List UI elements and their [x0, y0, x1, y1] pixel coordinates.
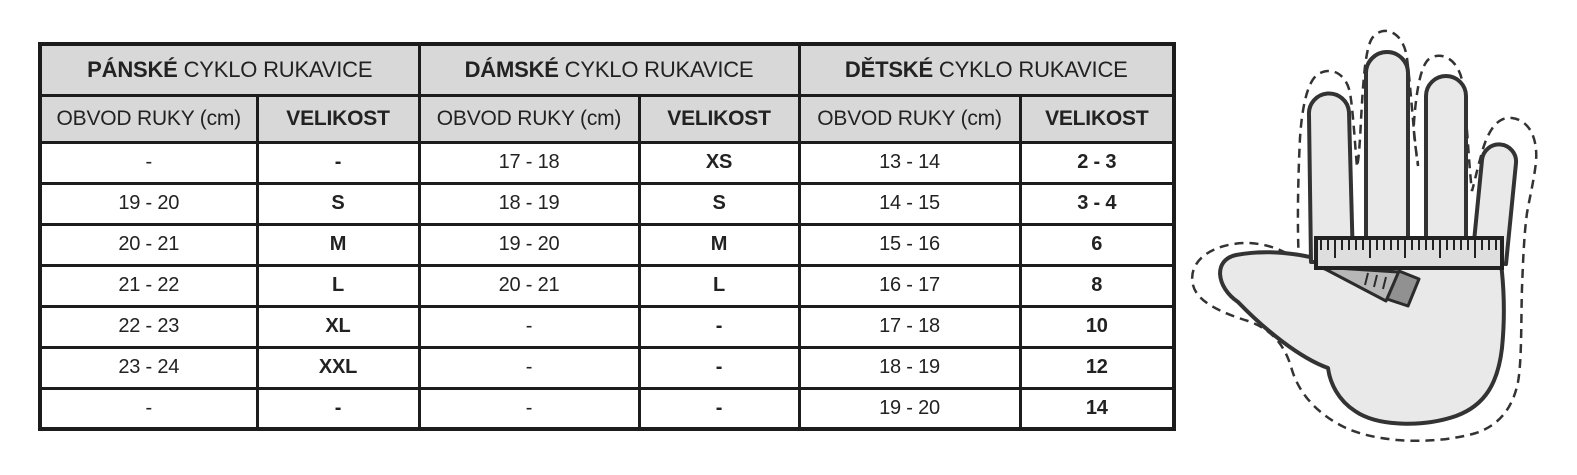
cell-velikost: 10 — [1018, 304, 1176, 349]
col-header-velikost-detske: VELIKOST — [1018, 93, 1176, 144]
hand-outline-dashed — [1190, 29, 1538, 442]
hand-palm-shape — [1218, 243, 1506, 426]
cell-velikost: 14 — [1018, 386, 1176, 431]
cell-velikost: M — [255, 222, 421, 267]
cell-obvod: 19 - 20 — [38, 181, 259, 226]
cell-obvod: 17 - 18 — [417, 140, 641, 185]
cell-velikost: - — [637, 386, 801, 431]
cell-velikost: 12 — [1018, 345, 1176, 390]
glove-size-table: PÁNSKÉ CYKLO RUKAVICE DÁMSKÉ CYKLO RUKAV… — [38, 42, 1177, 431]
cell-obvod: 19 - 20 — [797, 386, 1022, 431]
cell-obvod: - — [417, 304, 641, 349]
cell-obvod: 15 - 16 — [797, 222, 1022, 267]
cell-obvod: 16 - 17 — [797, 263, 1022, 308]
hand-with-measuring-tape-illustration — [1190, 29, 1538, 442]
cell-obvod: 17 - 18 — [797, 304, 1022, 349]
cell-velikost: - — [255, 386, 421, 431]
tape-end-tip — [1385, 269, 1421, 308]
table-title-detske: DĚTSKÉ CYKLO RUKAVICE — [797, 42, 1176, 97]
cell-obvod: 20 - 21 — [417, 263, 641, 308]
cell-velikost: 3 - 4 — [1018, 181, 1176, 226]
cell-obvod: 23 - 24 — [38, 345, 259, 390]
table-title-row: PÁNSKÉ CYKLO RUKAVICE DÁMSKÉ CYKLO RUKAV… — [38, 42, 1176, 97]
cell-velikost: L — [637, 263, 801, 308]
cell-obvod: 20 - 21 — [38, 222, 259, 267]
cell-velikost: S — [637, 181, 801, 226]
table-title-damske: DÁMSKÉ CYKLO RUKAVICE — [417, 42, 801, 97]
pinky-finger-shape — [1470, 142, 1519, 266]
cell-obvod: 21 - 22 — [38, 263, 259, 308]
cell-velikost: S — [255, 181, 421, 226]
cell-obvod: - — [417, 386, 641, 431]
col-header-velikost-panske: VELIKOST — [255, 93, 421, 144]
col-header-obvod-panske: OBVOD RUKY (cm) — [38, 93, 259, 144]
table-title-panske: PÁNSKÉ CYKLO RUKAVICE — [38, 42, 421, 97]
cell-velikost: 6 — [1018, 222, 1176, 267]
cell-obvod: - — [38, 140, 259, 185]
table-row: - - 17 - 18 XS 13 - 14 2 - 3 — [38, 140, 1176, 185]
cell-velikost: - — [637, 304, 801, 349]
table-row: 21 - 22 L 20 - 21 L 16 - 17 8 — [38, 263, 1176, 308]
cell-obvod: 13 - 14 — [797, 140, 1022, 185]
title-rest-detske: CYKLO RUKAVICE — [932, 56, 1128, 82]
cell-obvod: - — [417, 345, 641, 390]
column-header-row: OBVOD RUKY (cm) VELIKOST OBVOD RUKY (cm)… — [38, 93, 1176, 144]
cell-velikost: - — [637, 345, 801, 390]
cell-velikost: 8 — [1018, 263, 1176, 308]
cell-velikost: - — [255, 140, 421, 185]
col-header-velikost-damske: VELIKOST — [637, 93, 801, 144]
table-row: 22 - 23 XL - - 17 - 18 10 — [38, 304, 1176, 349]
col-header-obvod-damske: OBVOD RUKY (cm) — [417, 93, 641, 144]
cell-velikost: XL — [255, 304, 421, 349]
cell-velikost: 2 - 3 — [1018, 140, 1176, 185]
cell-obvod: 14 - 15 — [797, 181, 1022, 226]
tape-ruler-ticks — [1320, 240, 1497, 258]
middle-finger-shape — [1364, 50, 1410, 264]
cell-velikost: XXL — [255, 345, 421, 390]
table-row: 23 - 24 XXL - - 18 - 19 12 — [38, 345, 1176, 390]
cell-obvod: 18 - 19 — [417, 181, 641, 226]
table-row: - - - - 19 - 20 14 — [38, 386, 1176, 431]
table-row: 20 - 21 M 19 - 20 M 15 - 16 6 — [38, 222, 1176, 267]
cell-obvod: 19 - 20 — [417, 222, 641, 267]
measuring-tape-band — [1314, 236, 1504, 270]
title-bold-damske: DÁMSKÉ — [464, 56, 559, 82]
cell-obvod: 18 - 19 — [797, 345, 1022, 390]
table-row: 19 - 20 S 18 - 19 S 14 - 15 3 - 4 — [38, 181, 1176, 226]
cell-obvod: 22 - 23 — [38, 304, 259, 349]
title-rest-damske: CYKLO RUKAVICE — [558, 56, 754, 82]
tape-loose-end-ticks — [1364, 272, 1387, 290]
title-rest-panske: CYKLO RUKAVICE — [177, 56, 373, 82]
cell-obvod: - — [38, 386, 259, 431]
cell-velikost: L — [255, 263, 421, 308]
index-finger-shape — [1306, 91, 1355, 264]
cell-velikost: M — [637, 222, 801, 267]
title-bold-detske: DĚTSKÉ — [844, 56, 933, 82]
col-header-obvod-detske: OBVOD RUKY (cm) — [797, 93, 1022, 144]
cell-velikost: XS — [637, 140, 801, 185]
title-bold-panske: PÁNSKÉ — [87, 56, 178, 82]
ring-finger-shape — [1424, 74, 1468, 264]
